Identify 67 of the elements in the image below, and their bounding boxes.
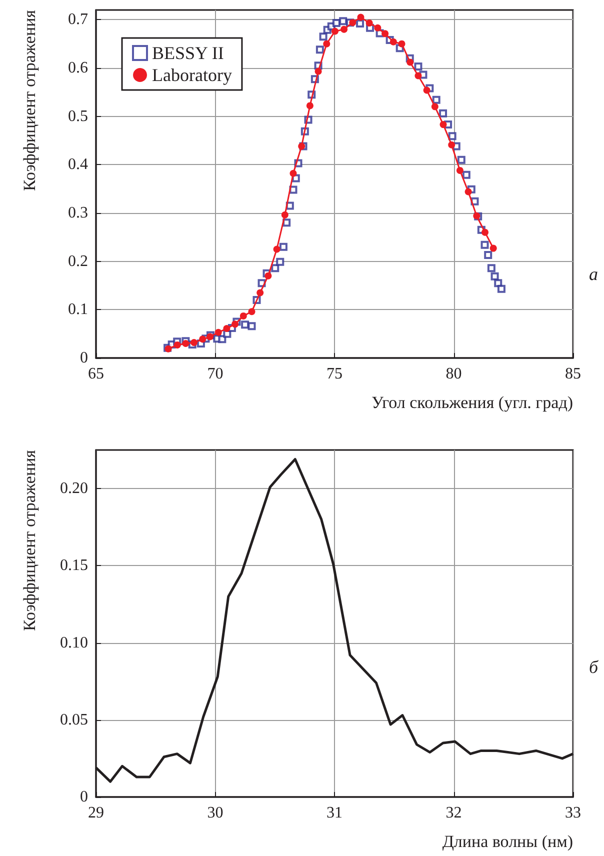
y-tick-label: 0.7 bbox=[68, 11, 88, 28]
point bbox=[440, 121, 447, 128]
point bbox=[490, 244, 497, 252]
point bbox=[374, 24, 382, 32]
y-axis-title: Коэффициент отражения bbox=[20, 450, 39, 631]
y-tick-label: 0.20 bbox=[60, 480, 88, 498]
y-axis-title: Коэффициент отражения bbox=[20, 10, 39, 191]
point bbox=[340, 26, 348, 33]
point bbox=[423, 86, 430, 94]
point bbox=[431, 103, 438, 110]
point bbox=[366, 20, 373, 27]
x-tick-label: 32 bbox=[446, 804, 462, 822]
point bbox=[306, 102, 314, 110]
y-tick-label: 0.10 bbox=[60, 634, 88, 652]
point bbox=[214, 328, 222, 336]
legend-label: BESSY II bbox=[152, 43, 224, 63]
y-tick-label: 0.4 bbox=[68, 156, 88, 174]
point bbox=[464, 188, 472, 196]
x-tick-label: 85 bbox=[565, 366, 581, 382]
x-tick-label: 80 bbox=[446, 366, 462, 382]
x-tick-label: 65 bbox=[88, 366, 104, 382]
point bbox=[482, 228, 488, 236]
point bbox=[390, 38, 397, 46]
y-tick-label: 0.3 bbox=[68, 204, 88, 222]
point bbox=[382, 30, 389, 38]
x-tick-label: 33 bbox=[565, 804, 581, 822]
point bbox=[174, 341, 181, 348]
text: а bbox=[589, 264, 598, 284]
y-tick-label: 0.15 bbox=[60, 557, 88, 574]
x-tick-label: 30 bbox=[207, 804, 224, 822]
point bbox=[290, 170, 297, 177]
point bbox=[248, 308, 256, 316]
point bbox=[273, 246, 280, 253]
y-tick-label: 0.05 bbox=[60, 711, 88, 728]
point bbox=[314, 68, 322, 75]
x-tick-label: 29 bbox=[88, 804, 104, 822]
y-tick-label: 0.6 bbox=[68, 60, 88, 76]
point bbox=[223, 325, 230, 332]
point bbox=[190, 339, 198, 346]
text: б bbox=[588, 657, 599, 677]
point bbox=[232, 320, 239, 328]
y-tick-label: 0.5 bbox=[68, 108, 88, 125]
x-axis-title: Угол скольжения (угл. град) bbox=[372, 393, 573, 412]
point bbox=[323, 40, 330, 48]
x-tick-label: 70 bbox=[207, 366, 224, 382]
point bbox=[414, 72, 422, 80]
point bbox=[264, 272, 272, 280]
point bbox=[240, 312, 247, 320]
point bbox=[199, 336, 206, 343]
point bbox=[331, 28, 338, 35]
legend-label: Laboratory bbox=[152, 65, 232, 85]
y-tick-label: 0.1 bbox=[68, 301, 88, 318]
x-tick-label: 75 bbox=[326, 366, 342, 382]
y-tick-label: 0.2 bbox=[68, 252, 88, 270]
point bbox=[281, 211, 288, 218]
point bbox=[398, 40, 406, 48]
x-tick-label: 31 bbox=[326, 804, 342, 822]
point bbox=[357, 14, 364, 21]
y-tick-label: 0 bbox=[80, 350, 88, 366]
point bbox=[406, 58, 414, 66]
x-axis-title: Длина волны (нм) bbox=[442, 832, 573, 851]
point bbox=[448, 141, 456, 148]
y-tick-label: 0 bbox=[80, 788, 88, 806]
point bbox=[182, 340, 190, 347]
point bbox=[349, 19, 356, 26]
point bbox=[256, 289, 264, 296]
point bbox=[456, 166, 464, 174]
